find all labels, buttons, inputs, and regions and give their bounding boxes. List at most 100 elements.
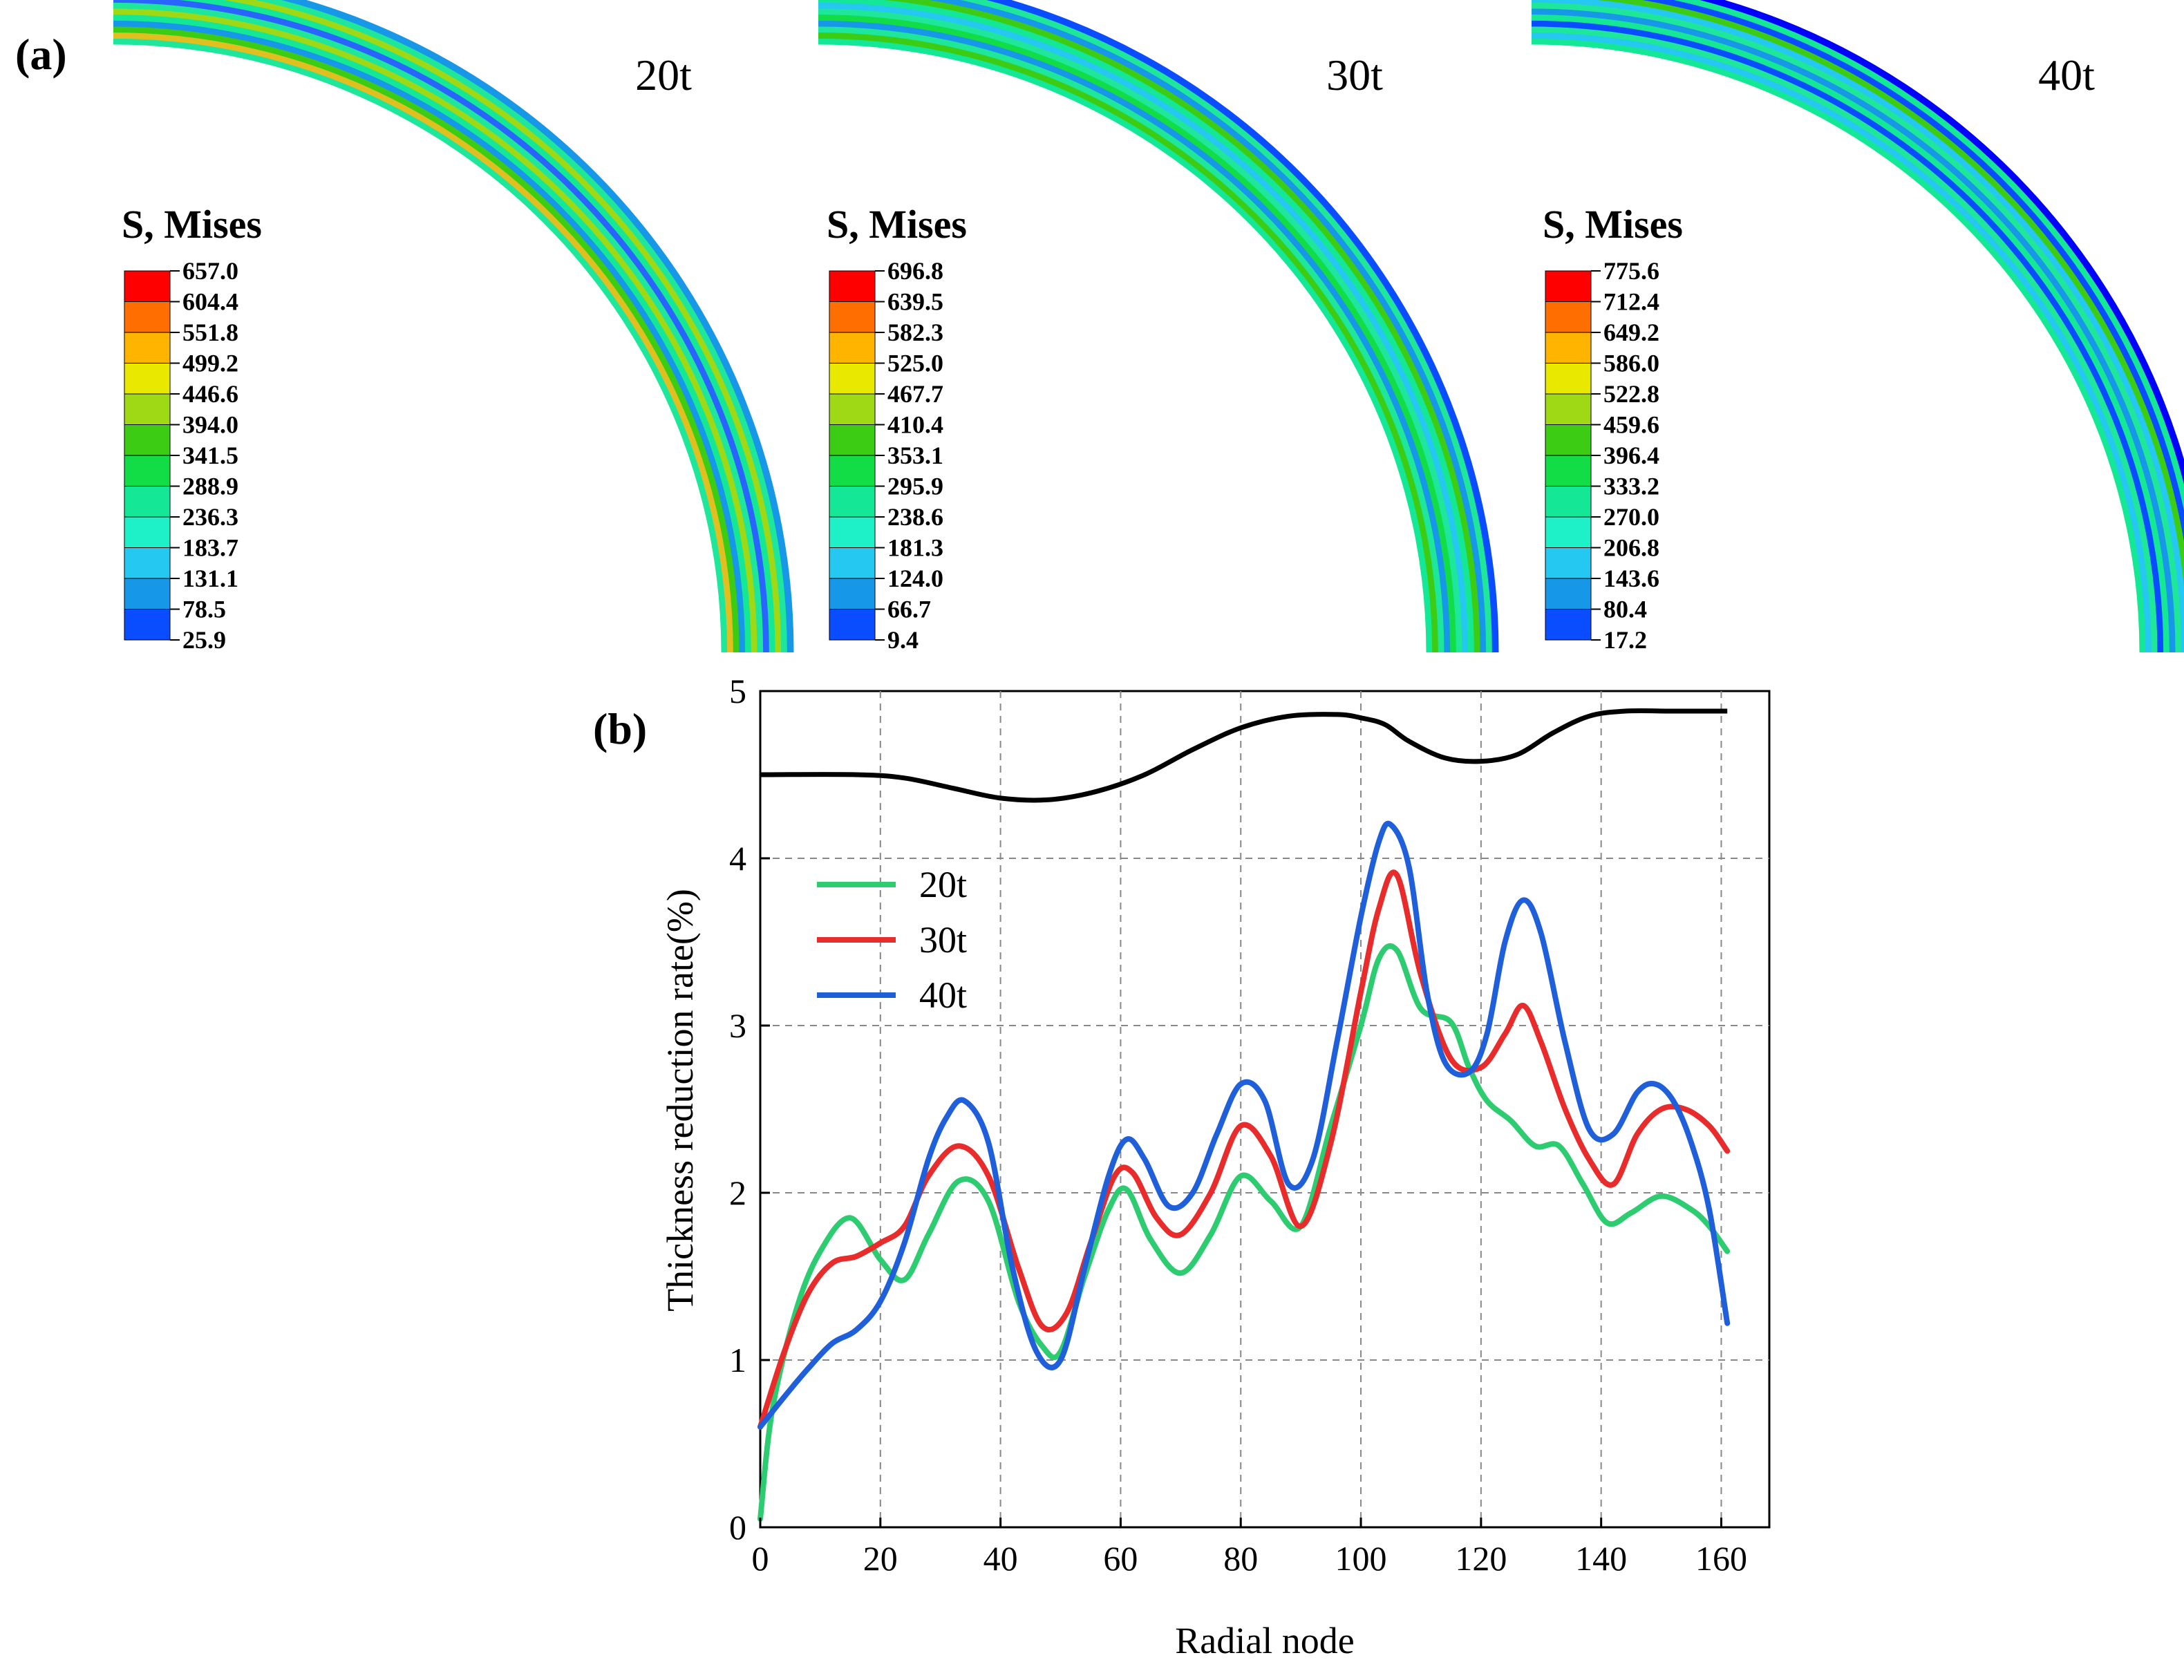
legend-value: 394.0 [182, 411, 238, 439]
x-axis: 0 20 40 60 80 100 120 140 160 [752, 1518, 1747, 1578]
legend-value: 446.6 [182, 380, 238, 408]
legend-value: 333.2 [1603, 473, 1659, 500]
contour-band [1699, 0, 2184, 485]
contour-band [818, 37, 1433, 653]
legend-swatch [124, 547, 171, 579]
legend-swatch [124, 455, 171, 487]
legend-value: 236.3 [182, 503, 238, 531]
contour-case-40t: 40t S, Mises 775.6 712.4 649.2 586.0 522.8 459.… [1531, 0, 2184, 654]
legend-swatch [124, 332, 171, 364]
legend-value: 9.4 [887, 626, 919, 654]
legend-swatch [124, 270, 171, 302]
legend-value: 639.5 [887, 288, 943, 316]
contour-band [1531, 1, 2183, 653]
contour-band [1531, 37, 2147, 653]
legend-value: 582.3 [887, 319, 943, 346]
legend-value: 657.0 [182, 257, 238, 285]
x-axis-title: Radial node [1175, 1620, 1354, 1661]
contour-band [928, 0, 1487, 653]
reference-profile [760, 708, 1728, 803]
legend: 20t 30t 40t [817, 864, 967, 1016]
contour-band [179, 0, 776, 653]
legend-value: 206.8 [1603, 534, 1659, 562]
y-tick-label: 4 [729, 839, 746, 878]
legend-value: 775.6 [1603, 257, 1659, 285]
contour-band [223, 0, 782, 653]
legend-value: 341.5 [182, 442, 238, 469]
contour-band [113, 26, 740, 653]
x-tick-label: 100 [1335, 1539, 1387, 1578]
series-line-40t [757, 820, 1731, 1430]
contour-legend-20t: S, Mises 657.0 604.4 551.8 499.2 446.6 394.0 34… [122, 202, 262, 654]
contour-band [113, 1, 764, 653]
contour-band [960, 0, 1493, 653]
case-title-40t: 40t [2038, 50, 2095, 100]
y-tick-label: 3 [729, 1006, 746, 1045]
contour-case-30t: 30t S, Mises 696.8 639.5 582.3 525.0 467.7 410.… [818, 0, 1499, 654]
legend-value: 295.9 [887, 473, 943, 500]
legend-title: S, Mises [827, 202, 967, 247]
legend-value: 586.0 [1603, 350, 1659, 377]
legend-swatch [1545, 486, 1592, 518]
contour-band [113, 0, 770, 653]
legend-swatch [124, 609, 171, 641]
panel-a: 20t S, Mises 657.0 604.4 551.8 499.2 446.6 394.… [113, 0, 2184, 654]
contour-band [255, 0, 788, 653]
y-axis: 0 1 2 3 4 5 [729, 672, 770, 1547]
grid [760, 691, 1769, 1527]
legend-swatch [124, 516, 171, 548]
legend-swatch [124, 393, 171, 425]
legend-value: 143.6 [1603, 565, 1659, 592]
contour-band [113, 19, 746, 653]
legend-swatch [1545, 578, 1592, 610]
contour-band [1531, 19, 2165, 653]
y-tick-label: 5 [729, 672, 746, 710]
legend-value: 410.4 [887, 411, 943, 439]
legend-value: 288.9 [182, 473, 238, 500]
legend-title: S, Mises [1543, 202, 1683, 247]
legend-value: 459.6 [1603, 411, 1659, 439]
legend-swatch [1545, 424, 1592, 456]
legend-swatch [1545, 332, 1592, 364]
legend-swatch [124, 486, 171, 518]
x-tick-label: 0 [752, 1539, 769, 1578]
x-tick-label: 20 [863, 1539, 898, 1578]
legend-swatch [124, 578, 171, 610]
legend-value: 270.0 [1603, 503, 1659, 531]
contour-band [818, 32, 1439, 653]
legend-swatch [124, 301, 171, 333]
contour-band [818, 14, 1457, 653]
legend-swatch [1545, 547, 1592, 579]
legend-swatch [829, 301, 876, 333]
legend-value: 499.2 [182, 350, 238, 377]
legend-value: 696.8 [887, 257, 943, 285]
contour-band [818, 8, 1463, 653]
contour-band [1597, 0, 2184, 587]
legend-value: 712.4 [1603, 288, 1659, 316]
legend-value: 649.2 [1603, 319, 1659, 346]
contour-band [1531, 8, 2176, 653]
legend-swatch [829, 393, 876, 425]
legend-value: 396.4 [1603, 442, 1659, 469]
contour-band [1531, 0, 2184, 653]
legend-swatch [1545, 301, 1592, 333]
legend-value: 66.7 [887, 596, 931, 623]
x-tick-label: 120 [1455, 1539, 1507, 1578]
x-tick-label: 60 [1103, 1539, 1138, 1578]
legend-value: 604.4 [182, 288, 238, 316]
legend-label-20t: 20t [919, 864, 967, 905]
contour-band [818, 19, 1451, 653]
legend-value: 25.9 [182, 626, 226, 654]
legend-value: 551.8 [182, 319, 238, 346]
legend-value: 78.5 [182, 596, 226, 623]
legend-title: S, Mises [122, 202, 262, 247]
legend-value: 467.7 [887, 380, 943, 408]
contour-band [113, 14, 752, 653]
series-group [757, 820, 1731, 1522]
legend-value: 183.7 [182, 534, 238, 562]
legend-swatch [829, 547, 876, 579]
contour-band [1531, 32, 2152, 653]
legend-swatch [1545, 270, 1592, 302]
contour-band [818, 0, 1475, 653]
